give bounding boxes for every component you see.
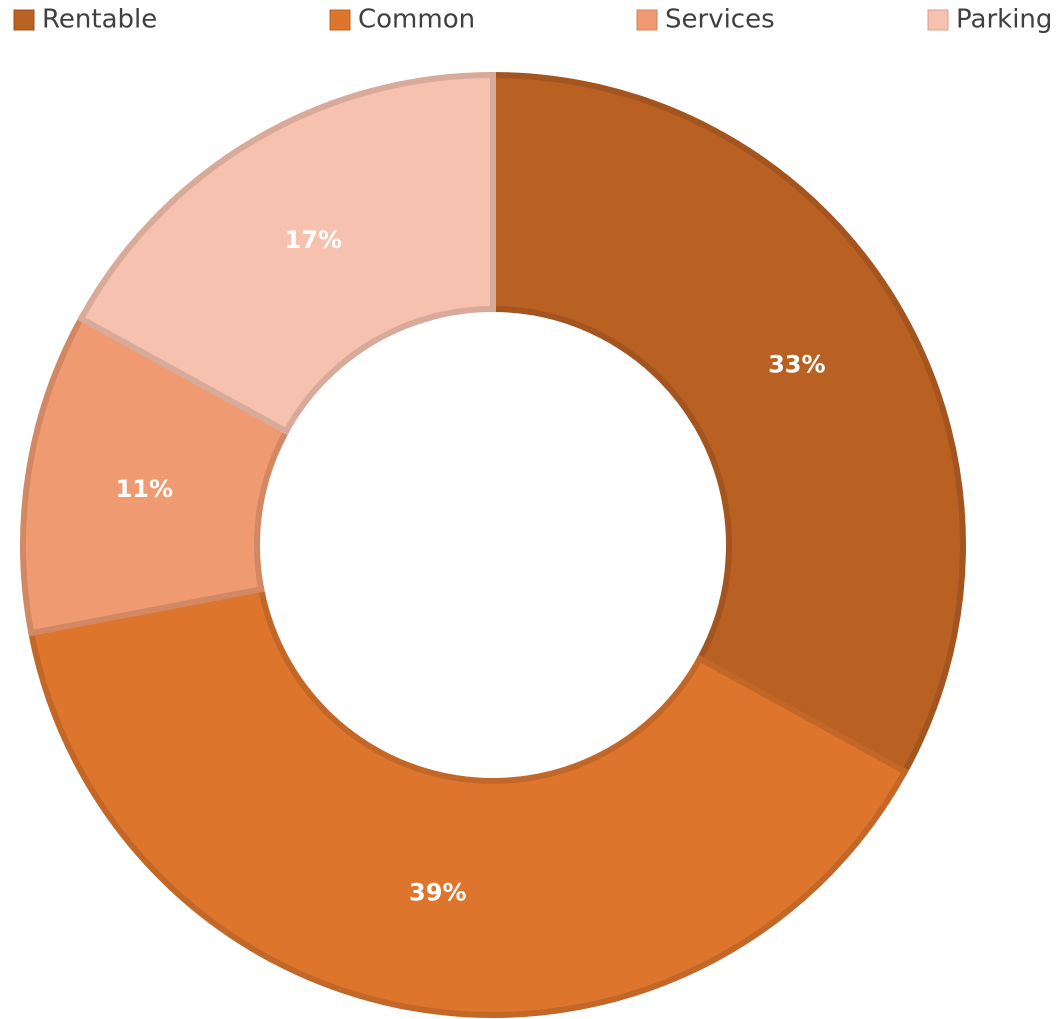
data-label: 39% bbox=[409, 879, 466, 907]
legend-label: Parking bbox=[956, 5, 1052, 35]
data-label: 11% bbox=[116, 475, 173, 503]
data-label: 17% bbox=[285, 226, 342, 254]
donut-segment bbox=[27, 585, 909, 1018]
legend-label: Common bbox=[358, 5, 475, 35]
data-label: 33% bbox=[768, 350, 825, 378]
legend-swatch bbox=[13, 9, 35, 31]
donut-segment bbox=[77, 71, 496, 436]
legend-swatch bbox=[329, 9, 351, 31]
legend-swatch bbox=[927, 9, 949, 31]
legend-swatch bbox=[636, 9, 658, 31]
legend-label: Rentable bbox=[42, 5, 157, 35]
donut-segment bbox=[490, 71, 966, 776]
legend-label: Services bbox=[665, 5, 775, 35]
